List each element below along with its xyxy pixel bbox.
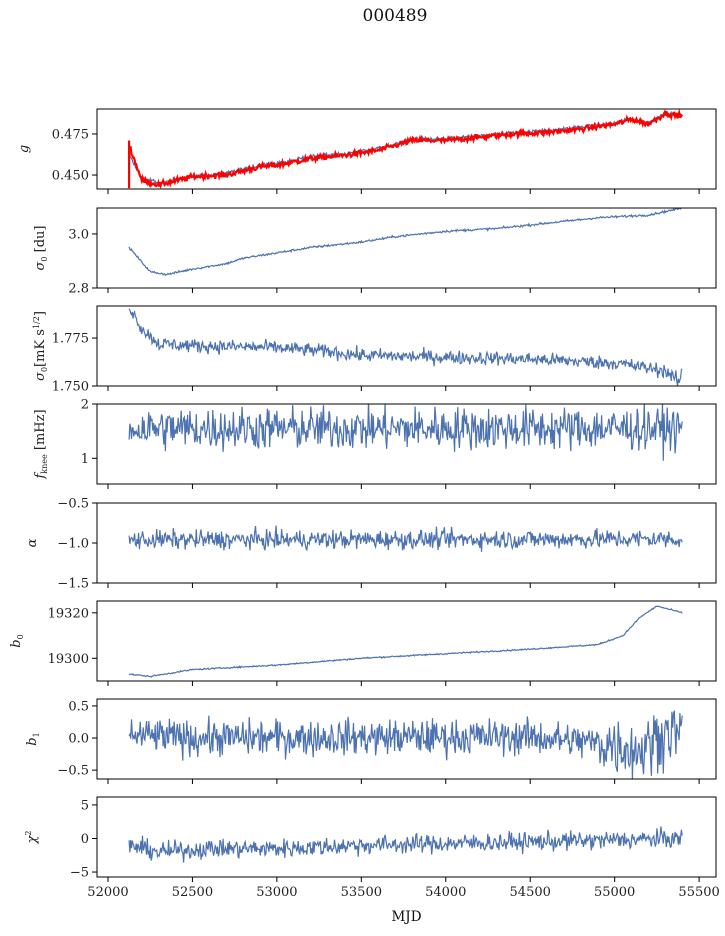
figure-title: 000489	[362, 6, 428, 26]
y-axis-label: α	[25, 538, 40, 547]
panel-0: 0.450 0.475 g	[17, 108, 717, 194]
x-tick-label: 52500	[172, 885, 213, 900]
y-tick-label: −0.5	[57, 764, 89, 779]
panel-7: 52000 52500 53000 53500 54000 54500 55000 55500…	[24, 796, 720, 900]
x-tick-label: 55500	[678, 885, 719, 900]
x-tick-label: 52000	[87, 885, 128, 900]
series-line-alpha	[128, 525, 683, 552]
panel-4: −1.5 −1.0 −0.5 α	[25, 497, 717, 592]
x-tick-label: 53000	[256, 885, 297, 900]
panel-frame	[96, 600, 717, 682]
y-tick-label: −5	[70, 866, 89, 881]
y-tick-label: −0.5	[57, 497, 89, 512]
panel-frame	[96, 305, 717, 387]
y-tick-label: 1.775	[52, 332, 89, 347]
series-line-g-fit-	[128, 110, 683, 186]
x-tick-label: 55000	[594, 885, 635, 900]
series-line-sigma0-mK	[128, 308, 683, 386]
panel-frame	[96, 108, 717, 190]
panel-frame	[96, 207, 717, 289]
panel-frame	[96, 698, 717, 780]
x-tick-label: 54500	[510, 885, 551, 900]
x-tick-label: 54000	[425, 885, 466, 900]
panel-5: 19300 19320 b0	[9, 600, 717, 686]
y-tick-label: 0.475	[52, 127, 89, 142]
series-line-g-data-	[128, 109, 684, 189]
y-axis-label: σ0[mK s1/2]	[32, 311, 49, 381]
y-tick-label: −1.0	[57, 537, 89, 552]
y-tick-label: 0	[81, 832, 89, 847]
y-tick-label: 2	[81, 398, 89, 413]
panel-1: 2.8 3.0 σ0 [du]	[33, 207, 717, 297]
panel-frame	[96, 796, 717, 878]
panel-3: 1 2 fknee [mHz]	[33, 398, 717, 489]
y-tick-label: 2.8	[68, 282, 89, 297]
y-axis-label: b1	[25, 732, 41, 745]
y-tick-label: 19300	[48, 652, 89, 667]
y-tick-label: 3.0	[68, 227, 89, 242]
series-line-fknee	[128, 404, 683, 461]
y-axis-label: b0	[9, 634, 25, 647]
x-axis-label: MJD	[391, 909, 422, 925]
y-axis-label: χ2	[24, 831, 40, 845]
y-axis-label: g	[17, 145, 32, 153]
y-axis-label: σ0 [du]	[33, 226, 49, 271]
y-tick-label: 0.0	[68, 732, 89, 747]
series-line-b1	[128, 710, 683, 779]
panel-6: −0.5 0.0 0.5 b1	[25, 698, 717, 784]
y-tick-label: 1	[81, 452, 89, 467]
panel-frame	[96, 403, 717, 485]
series-line-b0	[128, 605, 683, 678]
y-tick-label: −1.5	[57, 577, 89, 592]
x-tick-label: 53500	[341, 885, 382, 900]
y-tick-label: 1.750	[52, 380, 89, 395]
y-tick-label: 19320	[48, 606, 89, 621]
y-tick-label: 0.5	[68, 699, 89, 714]
y-tick-label: 0.450	[52, 169, 89, 184]
y-tick-label: 5	[81, 798, 89, 813]
series-line-chi2	[128, 826, 683, 863]
series-line-sigma0-du	[128, 208, 682, 276]
y-axis-label: fknee [mHz]	[33, 409, 49, 479]
